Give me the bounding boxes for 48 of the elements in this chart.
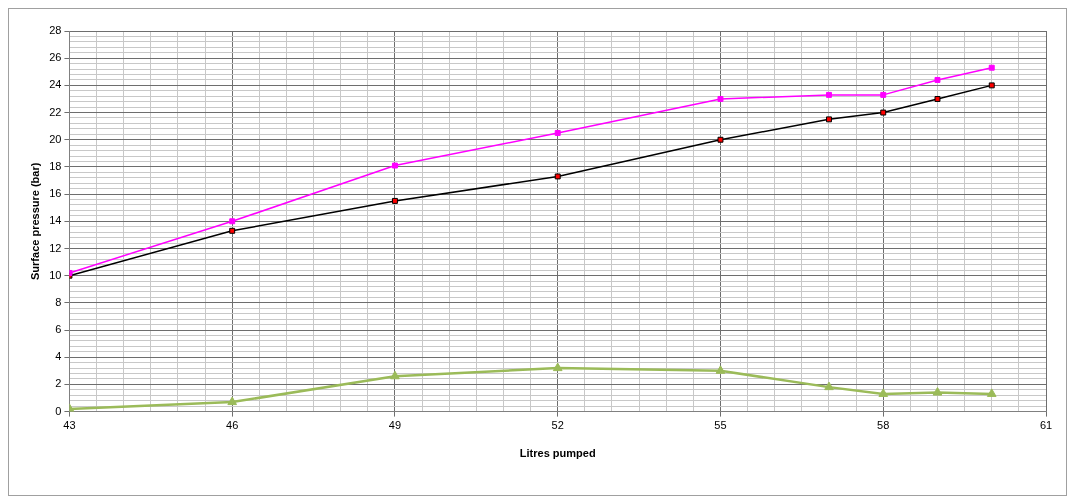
point [988,82,995,89]
x-tick-label: 55 [714,419,727,432]
y-tick-label: 18 [49,159,62,172]
x-tick-label: 49 [388,419,402,432]
y-tick-label: 26 [49,51,62,64]
x-tick-label: 52 [551,419,564,432]
point [554,173,561,180]
y-tick-label: 28 [49,24,62,37]
x-tick-label: 58 [877,419,890,432]
point [986,388,997,397]
y-tick-label: 12 [49,241,62,254]
y-tick-label: 14 [49,214,62,227]
point [717,136,724,143]
y-axis-title: Surface pressure (bar) [28,162,41,280]
y-tick-label: 22 [49,105,62,118]
x-tick-label: 61 [1039,419,1053,432]
y-tick-label: 2 [55,377,62,390]
y-tick-label: 0 [55,404,62,417]
point [826,91,832,98]
point [391,197,398,204]
point [554,129,561,136]
point [717,95,724,102]
point [552,362,563,372]
y-tick-label: 20 [49,132,62,145]
point [880,109,887,116]
point [880,91,887,98]
point [988,64,995,71]
y-tick-label: 4 [55,350,62,363]
point [229,227,236,234]
point [934,95,941,102]
point [826,116,832,123]
point [391,162,398,169]
y-tick-label: 16 [49,187,62,200]
point [878,388,889,397]
x-tick-label: 46 [226,419,239,432]
y-tick-label: 10 [49,268,62,281]
point [715,365,726,374]
y-tick-label: 24 [49,78,62,91]
x-axis-title: Litres pumped [519,447,596,460]
point [390,370,400,380]
y-tick-label: 6 [55,323,62,336]
x-tick-label: 43 [63,419,76,432]
point [229,218,236,225]
point [824,381,834,391]
point [934,76,941,83]
point [227,396,238,406]
y-tick-label: 8 [55,295,62,308]
point [932,387,943,396]
